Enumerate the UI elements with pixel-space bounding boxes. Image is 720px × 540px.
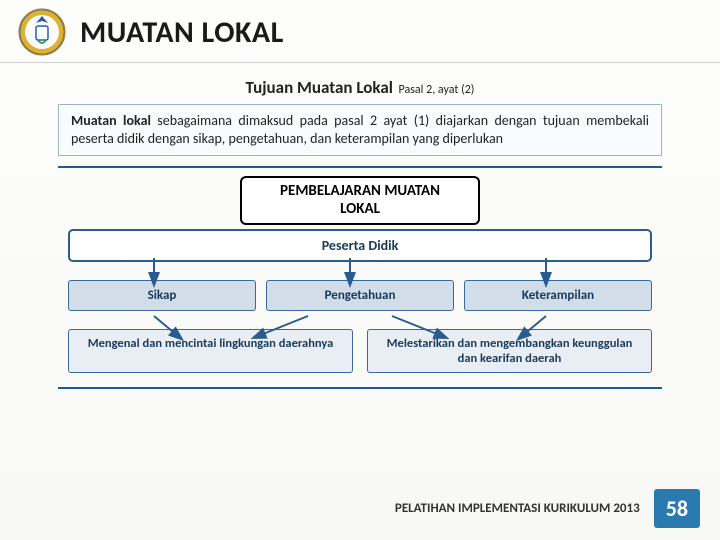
slide: MUATAN LOKAL Tujuan Muatan Lokal Pasal 2…: [0, 0, 720, 540]
subtitle-main: Tujuan Muatan Lokal: [246, 77, 393, 98]
box-pengetahuan: Pengetahuan: [266, 280, 454, 311]
content: Tujuan Muatan Lokal Pasal 2, ayat (2) Mu…: [0, 63, 720, 389]
box-mengenal: Mengenal dan mencintai lingkungan daerah…: [68, 329, 353, 373]
row-three: Sikap Pengetahuan Keterampilan: [68, 280, 652, 311]
description-box: Muatan lokal sebagaimana dimaksud pada p…: [58, 104, 662, 156]
desc-bold: Muatan lokal: [71, 112, 151, 129]
footer: PELATIHAN IMPLEMENTASI KURIKULUM 2013 58: [395, 489, 700, 528]
footer-text: PELATIHAN IMPLEMENTASI KURIKULUM 2013: [395, 501, 640, 516]
subtitle: Tujuan Muatan Lokal Pasal 2, ayat (2): [58, 77, 662, 98]
row-two: Mengenal dan mencintai lingkungan daerah…: [68, 329, 652, 373]
page-number: 58: [654, 489, 700, 528]
diagram: PEMBELAJARAN MUATAN LOKAL Peserta Didik …: [58, 166, 662, 389]
desc-rest: sebagaimana dimaksud pada pasal 2 ayat (…: [71, 112, 649, 147]
pembelajaran-box: PEMBELAJARAN MUATAN LOKAL: [240, 176, 480, 225]
slide-title: MUATAN LOKAL: [80, 14, 284, 51]
box-keterampilan: Keterampilan: [464, 280, 652, 311]
box-melestarikan: Melestarikan dan mengembangkan keunggula…: [367, 329, 652, 373]
header: MUATAN LOKAL: [0, 0, 720, 63]
logo-tut-wuri-handayani: [18, 8, 66, 56]
box-sikap: Sikap: [68, 280, 256, 311]
subtitle-sub: Pasal 2, ayat (2): [399, 83, 475, 97]
peserta-box: Peserta Didik: [68, 229, 652, 262]
